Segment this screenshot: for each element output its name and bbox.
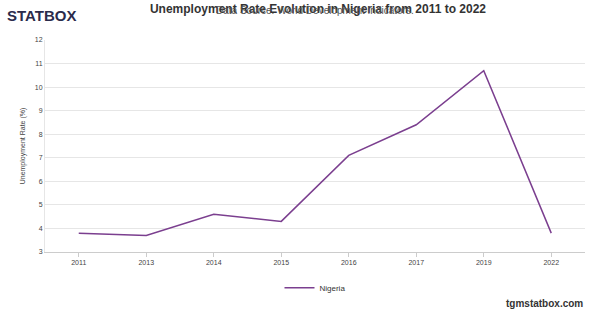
svg-text:9: 9 [39, 107, 43, 114]
svg-text:2022: 2022 [543, 259, 559, 266]
svg-text:7: 7 [39, 154, 43, 161]
svg-text:STATBOX: STATBOX [7, 7, 76, 24]
svg-text:Nigeria: Nigeria [320, 284, 346, 293]
svg-text:5: 5 [39, 201, 43, 208]
svg-text:Data Source: World Development: Data Source: World Development Indicator… [216, 5, 414, 16]
svg-text:2015: 2015 [273, 259, 289, 266]
svg-text:10: 10 [35, 84, 43, 91]
svg-text:Unemployment Rate (%): Unemployment Rate (%) [19, 108, 27, 185]
svg-text:11: 11 [35, 60, 42, 67]
svg-text:2011: 2011 [71, 259, 86, 266]
svg-text:12: 12 [35, 36, 43, 43]
svg-text:2013: 2013 [138, 259, 154, 266]
svg-text:2017: 2017 [408, 259, 424, 266]
svg-text:4: 4 [39, 225, 43, 232]
svg-text:6: 6 [39, 178, 43, 185]
svg-text:2014: 2014 [206, 259, 222, 266]
svg-text:8: 8 [39, 131, 43, 138]
svg-text:Unemployment Rate Evolution in: Unemployment Rate Evolution in Nigeria f… [150, 2, 486, 16]
svg-text:2016: 2016 [341, 259, 357, 266]
svg-text:2019: 2019 [476, 259, 492, 266]
svg-text:tgmstatbox.com: tgmstatbox.com [506, 298, 583, 309]
svg-text:3: 3 [39, 248, 43, 255]
